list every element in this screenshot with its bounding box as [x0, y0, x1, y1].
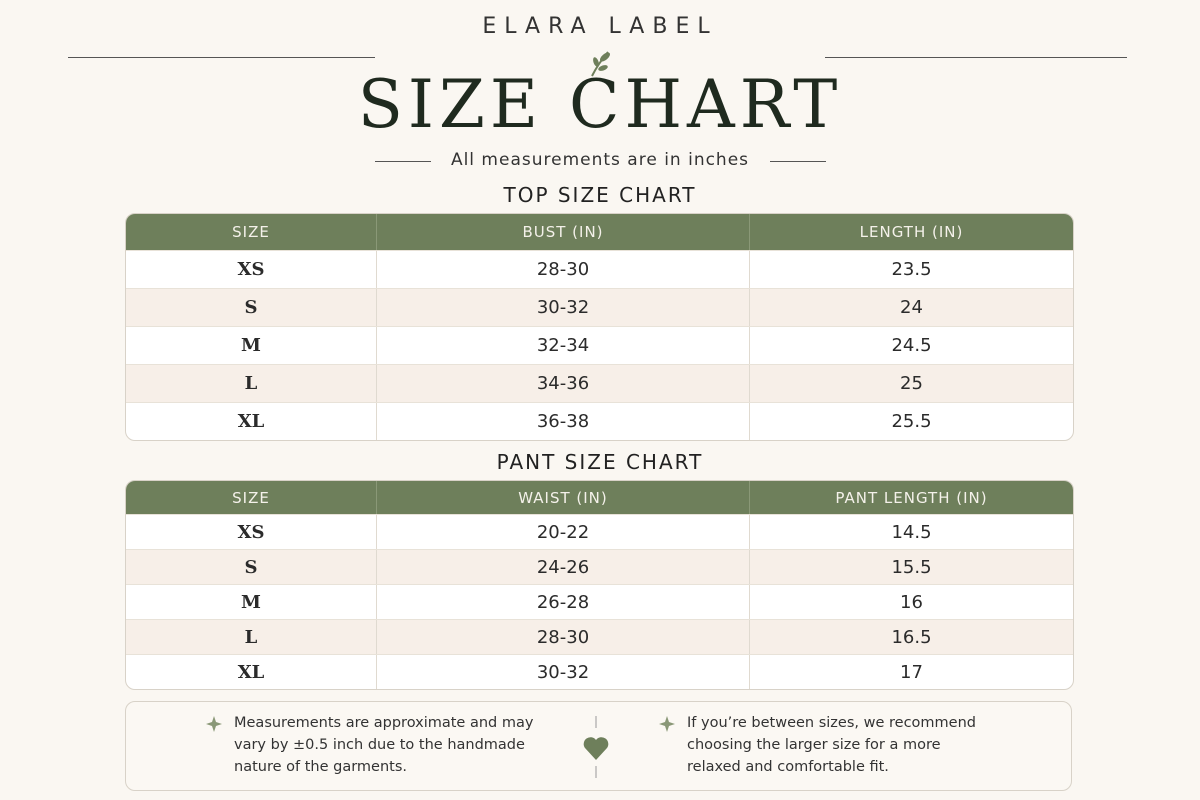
cell: 26-28	[376, 585, 749, 619]
cell: 32-34	[376, 327, 749, 364]
cell: S	[244, 556, 258, 578]
size-table: SIZE WAIST (IN) PANT LENGTH (IN) XS 20-22 14.…	[125, 480, 1074, 690]
table-title: PANT SIZE CHART	[496, 450, 704, 474]
divider	[770, 161, 826, 162]
cell: L	[244, 373, 258, 394]
heart-icon	[583, 716, 609, 778]
title: SIZE CHART	[357, 66, 843, 143]
cell: 25.5	[749, 403, 1073, 440]
column-header: SIZE	[232, 223, 270, 241]
divider	[375, 161, 431, 162]
cell: L	[244, 626, 258, 648]
cell: 24.5	[749, 327, 1073, 364]
cell: 36-38	[376, 403, 749, 440]
cell: 15.5	[749, 550, 1073, 584]
cell: S	[244, 297, 258, 318]
brand: ELARA LABEL	[482, 14, 718, 39]
note: If you’re between sizes, we recommend ch…	[687, 715, 976, 775]
size-table: SIZE BUST (IN) LENGTH (IN) XS 28-30 23.5 S 30-3…	[125, 213, 1074, 441]
cell: 30-32	[376, 655, 749, 689]
table-row: XS 28-30 23.5	[126, 250, 1073, 288]
column-header: WAIST (IN)	[376, 481, 749, 514]
table-row: S 24-26 15.5	[126, 549, 1073, 584]
table-row: M 26-28 16	[126, 584, 1073, 619]
leaf-icon	[591, 51, 610, 77]
cell: 14.5	[749, 515, 1073, 549]
table-row: XS 20-22 14.5	[126, 514, 1073, 549]
subtitle: All measurements are in inches	[450, 150, 750, 170]
cell: 16	[749, 585, 1073, 619]
cell: 30-32	[376, 289, 749, 326]
cell: XL	[237, 661, 265, 683]
cell: XS	[237, 259, 265, 280]
table-row: XL 30-32 17	[126, 654, 1073, 689]
cell: 25	[749, 365, 1073, 402]
cell: 28-30	[376, 251, 749, 288]
column-header: SIZE	[232, 488, 270, 507]
table-row: M 32-34 24.5	[126, 326, 1073, 364]
header-row: SIZE WAIST (IN) PANT LENGTH (IN)	[126, 481, 1073, 514]
sparkle-icon	[206, 716, 222, 732]
cell: 24	[749, 289, 1073, 326]
cell: 17	[749, 655, 1073, 689]
sparkle-icon	[659, 716, 675, 732]
cell: XS	[237, 521, 265, 543]
cell: 34-36	[376, 365, 749, 402]
table-title: TOP SIZE CHART	[503, 183, 697, 207]
cell: M	[241, 591, 261, 613]
cell: 16.5	[749, 620, 1073, 654]
cell: 28-30	[376, 620, 749, 654]
table-row: XL 36-38 25.5	[126, 402, 1073, 440]
column-header: BUST (IN)	[376, 214, 749, 250]
column-header: PANT LENGTH (IN)	[749, 481, 1073, 514]
cell: XL	[237, 411, 265, 432]
cell: 20-22	[376, 515, 749, 549]
divider	[68, 57, 375, 58]
cell: 23.5	[749, 251, 1073, 288]
divider	[825, 57, 1127, 58]
note: Measurements are approximate and may var…	[234, 715, 534, 775]
table-row: L 34-36 25	[126, 364, 1073, 402]
header-row: SIZE BUST (IN) LENGTH (IN)	[126, 214, 1073, 250]
cell: M	[241, 335, 261, 356]
table-row: L 28-30 16.5	[126, 619, 1073, 654]
cell: 24-26	[376, 550, 749, 584]
column-header: LENGTH (IN)	[749, 214, 1073, 250]
notes-box: Measurements are approximate and may var…	[125, 701, 1072, 791]
table-row: S 30-32 24	[126, 288, 1073, 326]
